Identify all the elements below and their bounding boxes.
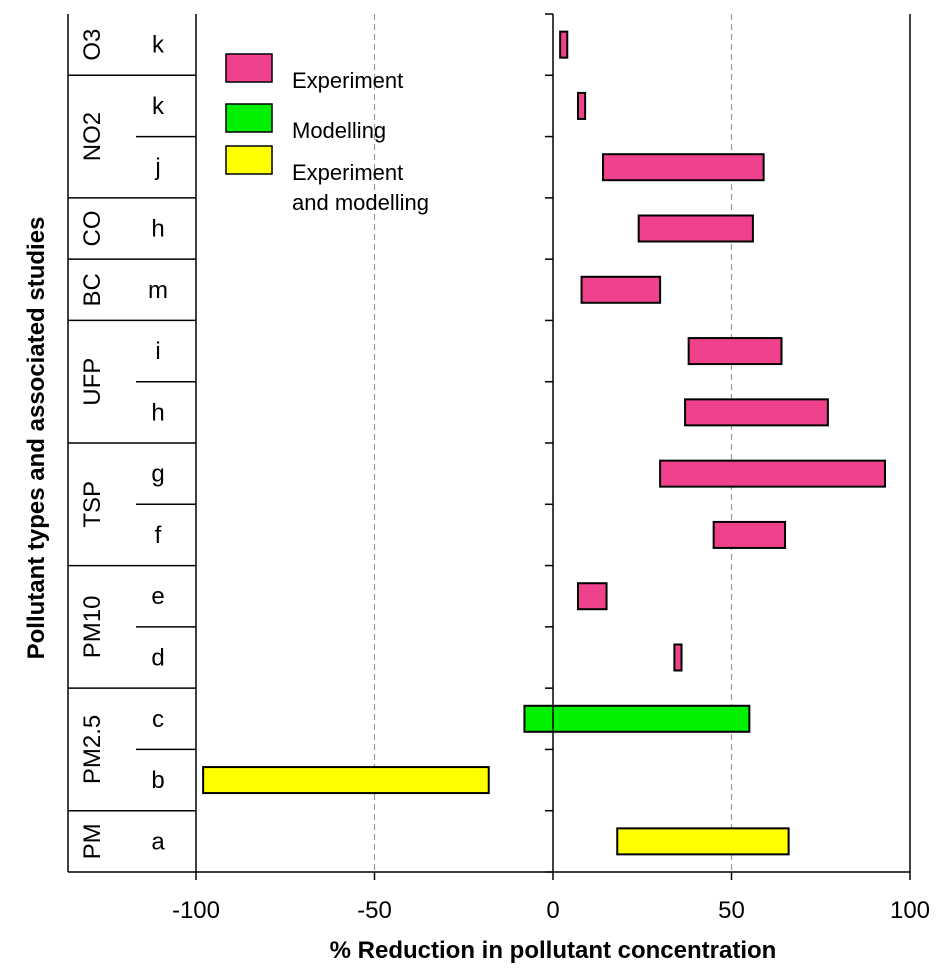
legend-swatch-modelling: [225, 103, 273, 133]
study-label: m: [148, 277, 168, 304]
study-label: j: [154, 154, 160, 181]
bar-NO2-j: [601, 153, 765, 182]
y-axis-title: Pollutant types and associated studies: [23, 217, 50, 660]
x-ticks: -100 -50 0 50 100: [172, 872, 930, 924]
bar-CO-h: [637, 214, 754, 243]
bar-BC-m: [580, 275, 662, 304]
pollutant-group-label: UFP: [79, 358, 106, 406]
study-label: k: [152, 93, 165, 120]
pollutant-group-label: O3: [79, 29, 106, 61]
x-axis-title: % Reduction in pollutant concentration: [330, 937, 777, 964]
bar-PM2.5-c: [523, 704, 751, 733]
study-label: h: [151, 399, 164, 426]
x-tick-label: 100: [890, 897, 930, 924]
bar-PM2.5-b: [202, 766, 490, 795]
legend-swatch-both: [225, 145, 273, 175]
legend-label-both: Experiment: [292, 160, 403, 185]
pollutant-group-label: PM: [79, 823, 106, 859]
x-tick-label: -50: [357, 897, 392, 924]
pollutant-group-label: CO: [79, 211, 106, 247]
study-label: a: [151, 828, 165, 855]
bar-PM10-d: [673, 643, 683, 672]
pollutant-group-label: PM10: [79, 596, 106, 659]
study-label: i: [155, 338, 160, 365]
study-label: d: [151, 645, 164, 672]
legend-swatch-experiment: [225, 53, 273, 83]
pollutant-group-label: TSP: [79, 481, 106, 528]
legend-label-experiment: Experiment: [292, 68, 403, 93]
bar-UFP-i: [687, 337, 783, 366]
bar-TSP-f: [712, 520, 787, 549]
legend-label-both: and modelling: [292, 190, 429, 215]
x-tick-label: 50: [718, 897, 745, 924]
axes: [67, 13, 911, 873]
bar-NO2-k: [576, 91, 587, 120]
study-label: e: [151, 583, 164, 610]
pollutant-group-label: BC: [79, 273, 106, 306]
bar-O3-k: [559, 30, 569, 59]
bar-PM-a: [616, 827, 790, 856]
x-tick-label: 0: [546, 897, 559, 924]
bars: [202, 30, 887, 856]
study-label: f: [155, 522, 162, 549]
study-label: c: [152, 706, 164, 733]
study-label: b: [151, 767, 164, 794]
x-tick-label: -100: [172, 897, 220, 924]
pollutant-group-label: NO2: [79, 112, 106, 161]
study-label: k: [152, 32, 165, 59]
y-labels: k k j h m i h g f e d c b a O3 NO2 CO BC UFP TSP PM10 PM2.5 PM: [68, 29, 196, 859]
bar-UFP-h: [684, 398, 829, 427]
legend: Experiment Modelling Experiment and modelli…: [225, 53, 429, 215]
bar-TSP-g: [659, 459, 887, 488]
pollutant-group-label: PM2.5: [79, 715, 106, 784]
legend-label-modelling: Modelling: [292, 118, 386, 143]
study-label: h: [151, 216, 164, 243]
study-label: g: [151, 461, 164, 488]
bar-PM10-e: [576, 582, 608, 611]
